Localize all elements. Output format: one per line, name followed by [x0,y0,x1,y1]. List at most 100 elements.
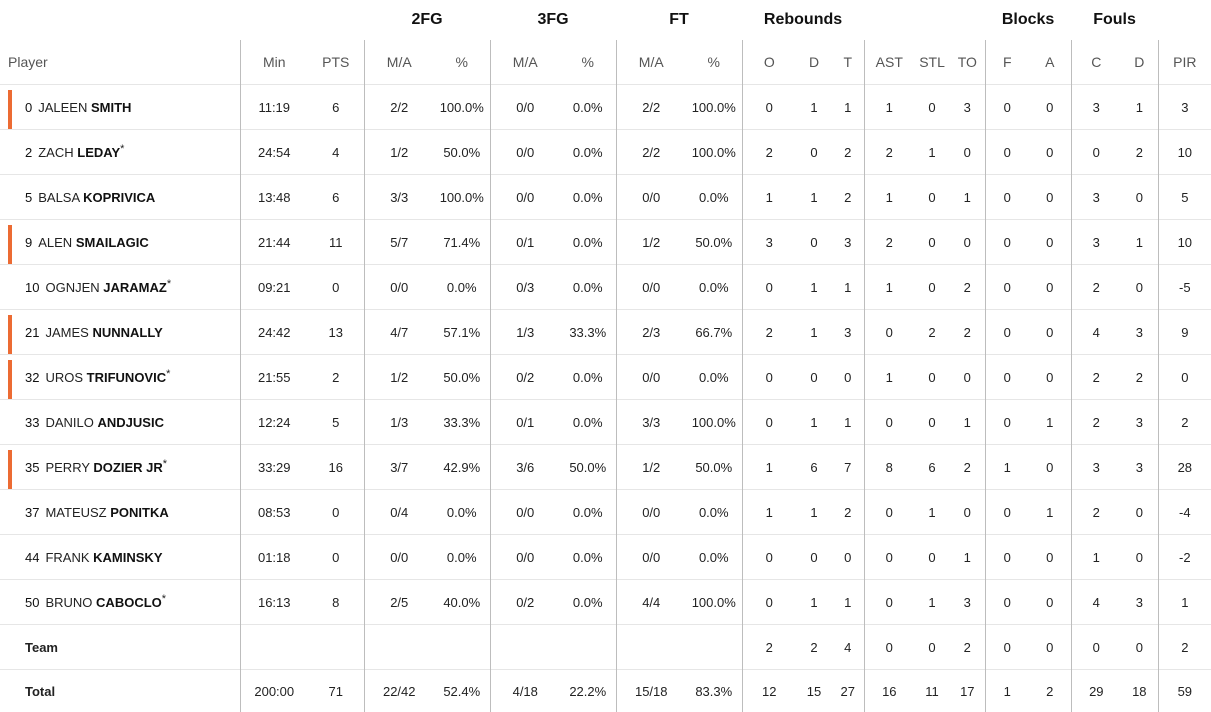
stat-ft-ma: 2/2 [615,129,686,175]
stat-fg3-pct: 0.0% [560,399,616,445]
col-header-3fg-pct[interactable]: % [581,54,594,70]
player-number: 33 [25,414,40,430]
stat-fg2-ma: 2/5 [363,579,434,625]
stat-ft-pct: 83.3% [686,669,743,712]
stat-reb-t: 0 [832,354,865,400]
stat-ft-ma: 0/0 [615,354,686,400]
stat-ast: 16 [863,669,915,712]
col-header-reb-d[interactable]: D [808,54,820,70]
col-header-player[interactable]: Player [8,54,48,70]
stat-ft-ma: 2/2 [615,84,686,130]
stat-foul-d: 1 [1121,84,1159,130]
player-first-name: ZACH [38,144,74,160]
player-last-name: PONITKA [110,504,169,520]
col-header-ft-pct[interactable]: % [707,54,720,70]
stat-fg3-pct: 0.0% [560,129,616,175]
col-header-pir[interactable]: PIR [1157,40,1211,85]
player-number: 10 [25,279,40,295]
stat-to: 1 [950,534,986,580]
player-name-link[interactable]: JALEEN SMITH [38,100,131,115]
col-header-3fg-ma[interactable]: M/A [489,40,560,85]
player-name-link[interactable]: MATEUSZ PONITKA [45,505,168,520]
player-name-link[interactable]: OGNJEN JARAMAZ* [45,278,171,295]
stat-reb-d: 1 [796,264,833,310]
col-header-min[interactable]: Min [239,40,308,85]
col-header-foul-d[interactable]: D [1134,54,1145,70]
player-name-link[interactable]: PERRY DOZIER JR* [45,458,167,475]
stat-blk-a: 0 [1029,174,1072,220]
stat-fg2-ma: 0/0 [363,534,434,580]
col-header-foul-c[interactable]: C [1070,40,1122,85]
stat-reb-t: 27 [832,669,865,712]
player-row: 50 BRUNO CABOCLO* 16:13 8 2/5 40.0% 0/2 0.0% 4/4… [0,579,1211,625]
player-number: 5 [25,189,33,205]
col-header-to[interactable]: TO [957,54,977,70]
player-first-name: PERRY [45,459,90,475]
stat-blk-a: 0 [1029,84,1072,130]
player-name-link[interactable]: DANILO ANDJUSIC [45,415,164,430]
stat-reb-t: 2 [832,174,865,220]
stat-fg2-pct: 100.0% [434,174,490,220]
col-header-blk-a[interactable]: A [1045,54,1055,70]
stat-fg2-ma: 5/7 [363,219,434,265]
stat-ast: 0 [863,579,915,625]
stat-pir: 1 [1157,579,1211,625]
stat-pts: 13 [308,309,364,355]
player-cell: 33 DANILO ANDJUSIC [0,399,240,445]
stat-to: 17 [950,669,986,712]
stat-foul-d: 3 [1121,399,1159,445]
col-header-reb-o[interactable]: O [741,40,797,85]
stat-fg3-ma: 0/2 [489,354,560,400]
col-header-ft-ma[interactable]: M/A [615,40,686,85]
stat-blk-a: 1 [1029,489,1072,535]
col-header-ast[interactable]: AST [863,40,915,85]
stat-ast: 0 [863,309,915,355]
player-marker: * [161,592,167,605]
stat-reb-t: 1 [832,399,865,445]
stat-reb-d: 1 [796,399,833,445]
player-name-link[interactable]: BALSA KOPRIVICA [38,190,155,205]
stat-to: 0 [950,129,986,175]
stat-foul-d: 3 [1121,309,1159,355]
col-header-stl[interactable]: STL [919,54,945,70]
player-first-name: JAMES [45,324,89,340]
stat-foul-c: 3 [1070,84,1122,130]
stat-reb-t: 3 [832,309,865,355]
player-number: 21 [25,324,40,340]
stat-foul-c: 1 [1070,534,1122,580]
stat-fg3-ma: 0/3 [489,264,560,310]
stat-pts: 11 [308,219,364,265]
player-name-link[interactable]: ZACH LEDAY* [38,143,124,160]
stat-stl: 2 [914,309,951,355]
stat-foul-c: 3 [1070,174,1122,220]
stat-min: 11:19 [239,84,308,130]
col-header-blk-f[interactable]: F [984,40,1030,85]
stat-pts: 5 [308,399,364,445]
stat-fg3-pct: 50.0% [560,444,616,490]
stat-stl: 0 [914,174,951,220]
player-name-link[interactable]: BRUNO CABOCLO* [45,592,167,610]
col-header-2fg-ma[interactable]: M/A [363,40,434,85]
player-name-link[interactable]: UROS TRIFUNOVIC* [45,368,170,385]
stat-ast: 1 [863,354,915,400]
player-cell: 5 BALSA KOPRIVICA [0,174,240,220]
stat-foul-d: 1 [1121,219,1159,265]
stat-pts: 0 [308,489,364,535]
col-header-2fg-pct[interactable]: % [455,54,468,70]
stat-blk-f: 0 [984,264,1030,310]
stat-blk-f: 1 [984,669,1030,712]
stat-fg3-ma: 3/6 [489,444,560,490]
stat-blk-f: 0 [984,534,1030,580]
player-name-link[interactable]: FRANK KAMINSKY [45,550,162,565]
player-last-name: CABOCLO [96,594,162,610]
player-last-name: JARAMAZ [103,279,167,295]
stat-to: 3 [950,84,986,130]
col-header-reb-t[interactable]: T [843,54,853,70]
stat-pts: 0 [308,534,364,580]
player-name-link[interactable]: ALEN SMAILAGIC [38,235,149,250]
stat-fg2-pct: 50.0% [434,129,490,175]
player-name-link[interactable]: JAMES NUNNALLY [45,325,162,340]
stat-fg3-pct: 0.0% [560,354,616,400]
stat-foul-c: 2 [1070,489,1122,535]
col-header-pts[interactable]: PTS [322,54,350,70]
